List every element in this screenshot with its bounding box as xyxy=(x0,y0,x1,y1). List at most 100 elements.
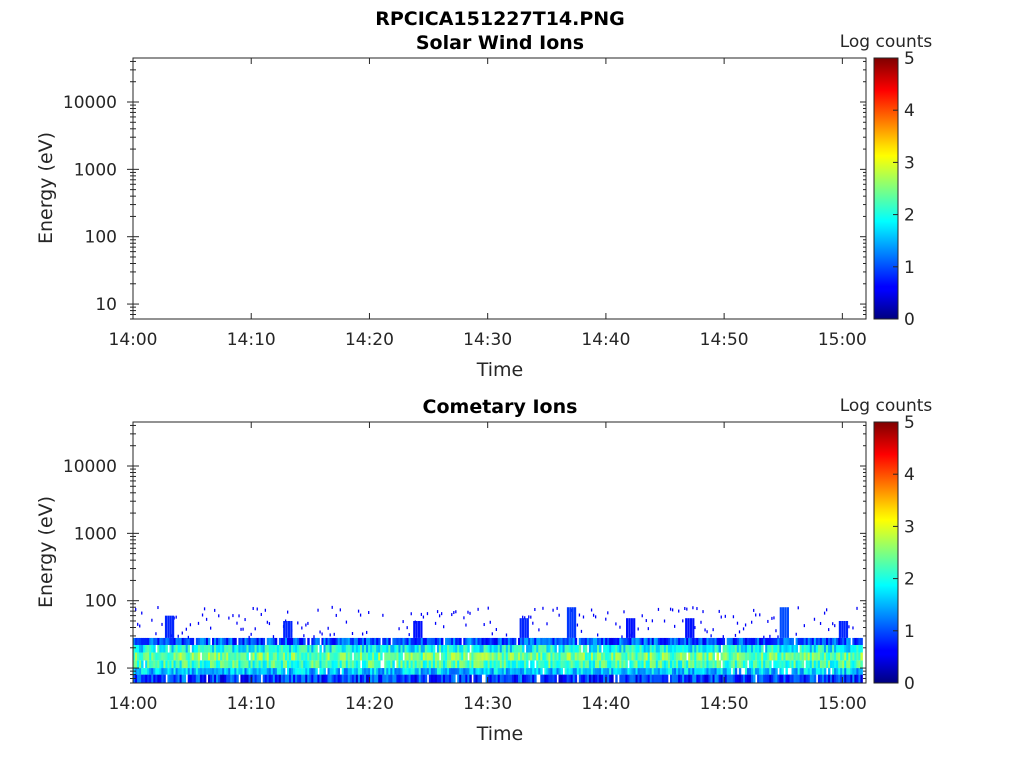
heatmap-cell xyxy=(700,620,702,624)
heatmap-cell xyxy=(773,616,775,620)
heatmap-cell xyxy=(451,644,454,653)
heatmap-cell xyxy=(611,668,614,675)
heatmap-cell xyxy=(339,644,343,653)
heatmap-cell xyxy=(459,652,462,661)
heatmap-cell xyxy=(781,644,784,653)
heatmap-cell xyxy=(313,637,316,645)
heatmap-cell xyxy=(558,613,560,617)
heatmap-cell xyxy=(246,652,249,661)
heatmap-cell xyxy=(303,634,305,638)
heatmap-cell xyxy=(307,652,310,661)
heatmap-cell xyxy=(410,644,414,653)
heatmap-cell xyxy=(252,637,255,645)
heatmap-cell xyxy=(345,668,349,675)
heatmap-cell xyxy=(491,637,495,645)
heatmap-cell xyxy=(783,644,786,653)
heatmap-cell xyxy=(147,668,150,675)
heatmap-cell xyxy=(402,644,405,653)
heatmap-cell xyxy=(744,668,748,675)
heatmap-cell xyxy=(590,652,594,661)
heatmap-burst xyxy=(687,618,690,638)
heatmap-cell xyxy=(809,652,813,661)
heatmap-cell xyxy=(663,644,667,653)
heatmap-cell xyxy=(287,610,289,614)
heatmap-cell xyxy=(357,668,361,675)
heatmap-cell xyxy=(625,674,628,683)
heatmap-cell xyxy=(534,608,536,611)
heatmap-cell xyxy=(682,674,685,683)
heatmap-cell xyxy=(347,674,351,683)
heatmap-cell xyxy=(637,674,640,683)
heatmap-cell xyxy=(526,652,529,661)
heatmap-cell xyxy=(313,668,316,675)
heatmap-cell xyxy=(258,660,262,669)
heatmap-cell xyxy=(649,668,653,675)
heatmap-cell xyxy=(641,674,645,683)
heatmap-cell xyxy=(161,652,164,661)
heatmap-cell xyxy=(276,660,280,669)
colorbar-tick-label: 0 xyxy=(904,674,915,694)
heatmap-cell xyxy=(388,668,391,675)
heatmap-cell xyxy=(254,644,258,653)
heatmap-cell xyxy=(495,668,499,675)
heatmap-cell xyxy=(331,637,334,645)
heatmap-cell xyxy=(214,637,217,645)
heatmap-cell xyxy=(746,668,750,675)
heatmap-cell xyxy=(791,668,794,675)
heatmap-cell xyxy=(353,674,357,683)
heatmap-cell xyxy=(252,674,255,683)
heatmap-cell xyxy=(240,660,243,669)
heatmap-cell xyxy=(471,668,474,675)
heatmap-cell xyxy=(566,644,570,653)
heatmap-cell xyxy=(424,668,428,675)
heatmap-cell xyxy=(159,644,162,653)
heatmap-burst xyxy=(420,620,423,638)
heatmap-cell xyxy=(828,660,831,669)
heatmap-cell xyxy=(495,637,499,645)
heatmap-cell xyxy=(463,652,466,661)
heatmap-cell xyxy=(406,660,409,669)
heatmap-cell xyxy=(159,660,162,669)
heatmap-cell xyxy=(649,660,653,669)
heatmap-cell xyxy=(592,652,596,661)
heatmap-cell xyxy=(817,652,821,661)
heatmap-cell xyxy=(388,637,391,645)
heatmap-cell xyxy=(329,660,332,669)
heatmap-cell xyxy=(663,637,667,645)
heatmap-cell xyxy=(759,644,762,653)
heatmap-cell xyxy=(761,660,764,669)
heatmap-cell xyxy=(153,668,156,675)
heatmap-cell xyxy=(422,644,426,653)
heatmap-cell xyxy=(321,632,323,636)
heatmap-cell xyxy=(832,674,835,683)
heatmap-cell xyxy=(301,674,304,683)
heatmap-cell xyxy=(623,660,626,669)
heatmap-burst xyxy=(167,615,170,638)
heatmap-cell xyxy=(270,637,274,645)
heatmap-cell xyxy=(651,637,655,645)
heatmap-cell xyxy=(406,652,409,661)
heatmap-cell xyxy=(607,611,609,615)
heatmap-cell xyxy=(597,668,600,675)
heatmap-cell xyxy=(704,637,707,645)
heatmap-cell xyxy=(246,637,249,645)
heatmap-cell xyxy=(361,644,365,653)
heatmap-cell xyxy=(669,637,673,645)
heatmap-cell xyxy=(207,644,211,653)
heatmap-cell xyxy=(609,660,612,669)
heatmap-cell xyxy=(335,613,337,617)
heatmap-cell xyxy=(481,637,484,645)
heatmap-cell xyxy=(432,637,436,645)
heatmap-cell xyxy=(228,652,231,661)
heatmap-cell xyxy=(485,674,488,683)
heatmap-cell xyxy=(179,652,183,661)
heatmap-cell xyxy=(665,674,669,683)
heatmap-cell xyxy=(301,626,303,630)
heatmap-cell xyxy=(349,652,353,661)
heatmap-cell xyxy=(594,652,598,661)
heatmap-cell xyxy=(576,623,579,627)
heatmap-cell xyxy=(678,644,681,653)
heatmap-cell xyxy=(244,637,247,645)
heatmap-cell xyxy=(726,637,730,645)
heatmap-cell xyxy=(185,637,189,645)
